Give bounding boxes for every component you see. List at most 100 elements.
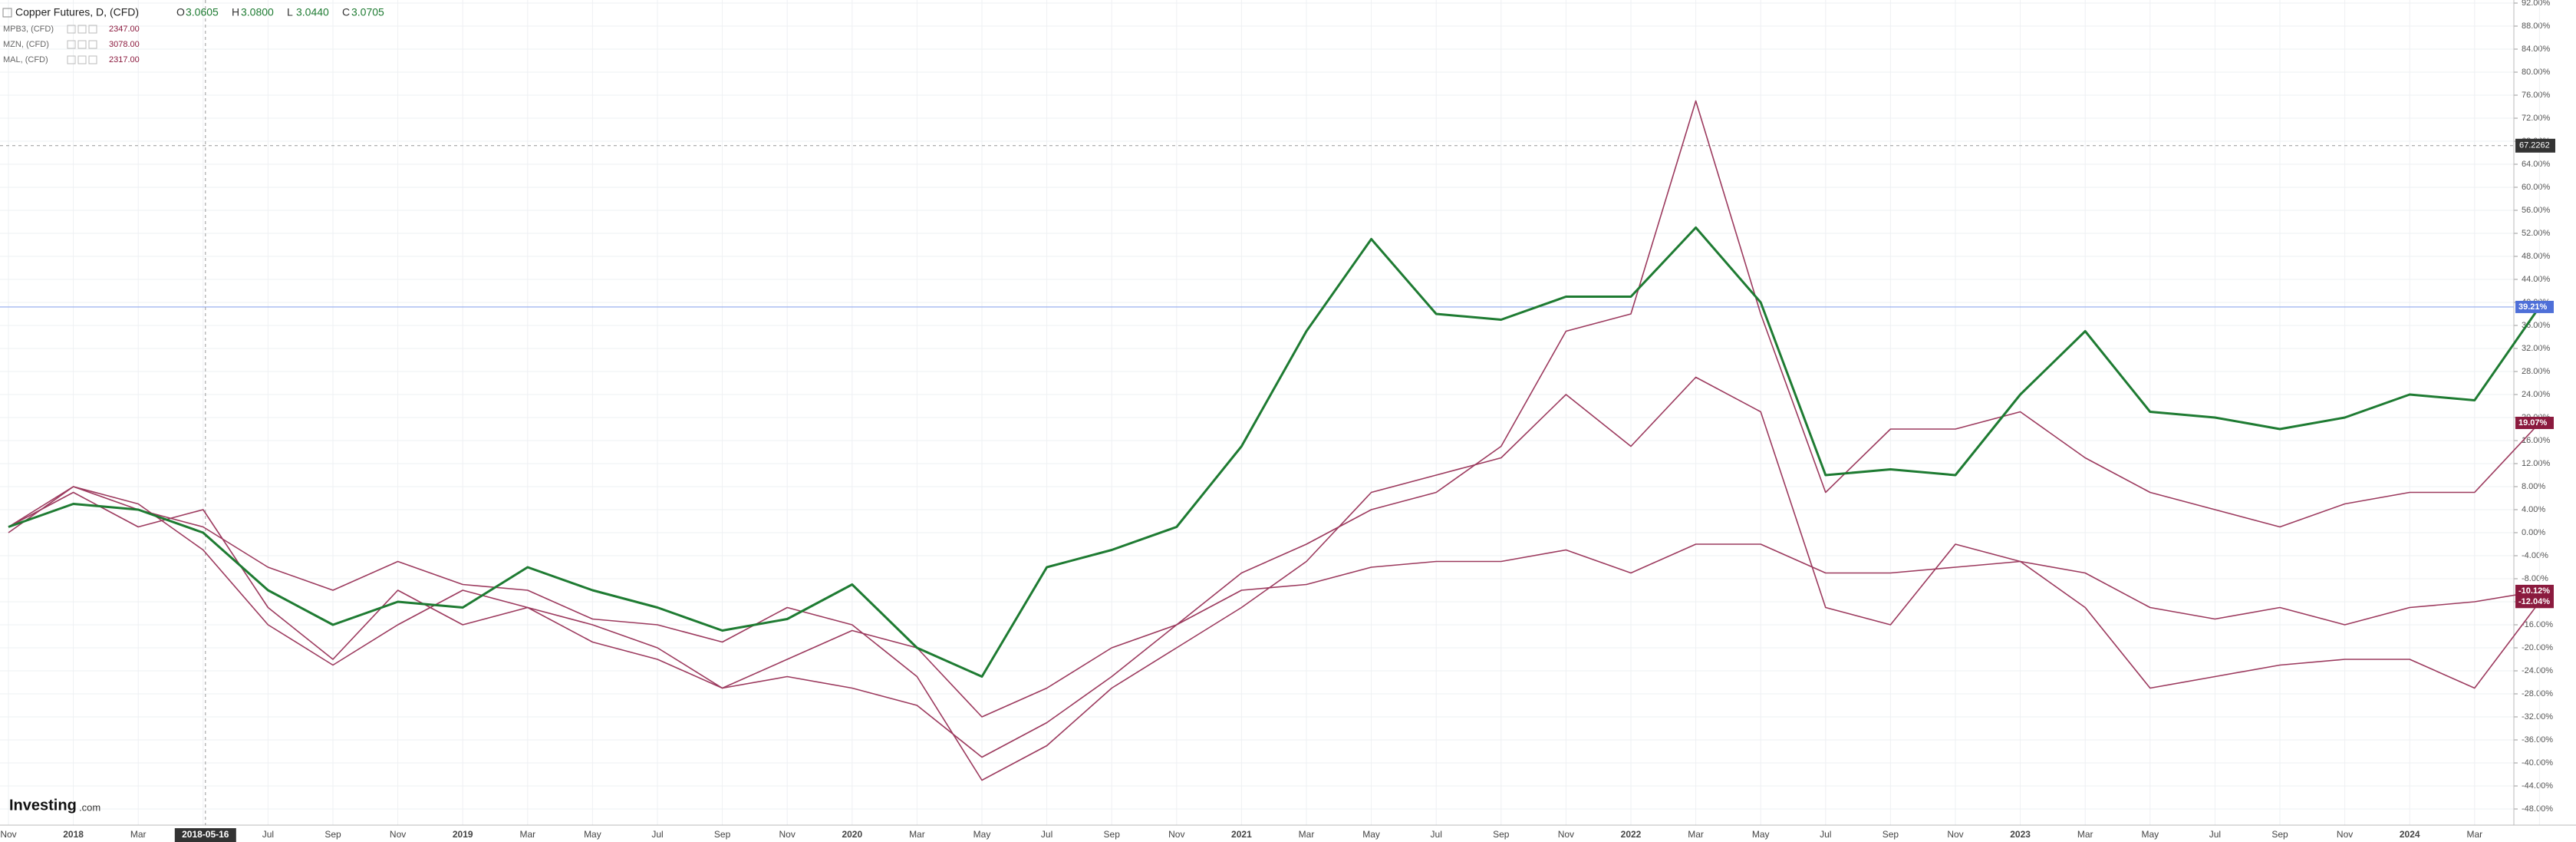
x-tick-label: Mar [2077,829,2093,840]
legend-name: MZN, (CFD) [3,40,49,49]
y-tick-label: 92.00% [2522,0,2551,8]
y-tick-label: 16.00% [2522,436,2551,445]
legend-icon [88,55,97,64]
y-tick-label: 48.00% [2522,252,2551,261]
x-tick-label: May [2141,829,2159,840]
x-tick-label: Nov [390,829,406,840]
ohlc-key: L [287,6,293,18]
y-tick-label: -40.00% [2522,758,2553,768]
y-tick-label: -28.00% [2522,689,2553,698]
y-tick-label: 4.00% [2522,505,2545,514]
x-tick-label: Mar [1688,829,1704,840]
legend-icon [77,55,87,64]
y-tick-label: 28.00% [2522,367,2551,376]
legend-value: 2347.00 [109,25,140,34]
x-tick-label: 2018 [63,829,84,840]
y-tick-label: 80.00% [2522,68,2551,77]
ohlc-key: H [232,6,239,18]
x-tick-label: Sep [1493,829,1510,840]
x-tick-label: Sep [1883,829,1899,840]
series-line [8,100,2540,758]
y-tick-label: 8.00% [2522,482,2545,491]
x-tick-label: Nov [0,829,16,840]
logo-main: Investing [9,797,77,814]
x-tick-label: Jul [1041,829,1052,840]
y-tick-label: 60.00% [2522,183,2551,192]
title: Copper Futures, D, (CFD) [15,6,139,18]
end-label: 39.21% [2518,302,2548,312]
x-tick-label: Mar [130,829,147,840]
x-tick-label: Mar [519,829,535,840]
end-label-box [2515,596,2554,609]
y-tick-label: -36.00% [2522,735,2553,745]
legend-icon [77,25,87,34]
x-tick-label: 2022 [1621,829,1642,840]
y-tick-label: -44.00% [2522,781,2553,791]
end-label: -12.04% [2518,597,2550,606]
x-tick-label: Nov [779,829,796,840]
y-tick-label: -32.00% [2522,712,2553,721]
y-tick-label: 12.00% [2522,459,2551,468]
x-tick-label: 2021 [1231,829,1252,840]
y-tick-label: 84.00% [2522,45,2551,54]
y-tick-label: -8.00% [2522,574,2548,583]
x-tick-label: Sep [2271,829,2288,840]
x-tick-label: Jul [1431,829,1442,840]
legend-icon [88,25,97,34]
y-tick-label: 64.00% [2522,160,2551,169]
ohlc-value: 3.0705 [351,6,384,18]
y-tick-label: 72.00% [2522,114,2551,123]
x-tick-label: Nov [1168,829,1184,840]
y-tick-label: 88.00% [2522,21,2551,31]
legend-icon [88,40,97,49]
x-tick-label: Jul [262,829,274,840]
crosshair-y-label: 67.2262 [2519,141,2550,150]
y-tick-label: 24.00% [2522,390,2551,399]
x-tick-label: Sep [714,829,731,840]
x-tick-label: May [1752,829,1770,840]
y-tick-label: 32.00% [2522,344,2551,353]
crosshair-y-box [2515,138,2555,153]
x-tick-label: May [1362,829,1380,840]
end-label-box [2515,584,2554,597]
x-tick-label: 2019 [453,829,473,840]
collapse-icon [2,8,12,18]
y-tick-label: -24.00% [2522,666,2553,675]
x-tick-label: Nov [2337,829,2353,840]
x-tick-label: 2023 [2010,829,2031,840]
y-tick-label: -48.00% [2522,804,2553,814]
y-tick-label: 56.00% [2522,206,2551,215]
y-tick-label: 76.00% [2522,91,2551,100]
end-label: 19.07% [2518,418,2548,428]
y-tick-label: 52.00% [2522,229,2551,238]
ohlc-key: C [342,6,350,18]
end-label: -10.12% [2518,586,2550,596]
crosshair-x-box [174,828,236,842]
legend-icon [67,55,76,64]
y-tick-label: -4.00% [2522,551,2548,560]
x-tick-label: May [973,829,991,840]
x-tick-label: 2020 [842,829,862,840]
y-tick-label: 44.00% [2522,275,2551,284]
ohlc-value: 3.0605 [186,6,219,18]
x-tick-label: Nov [1558,829,1574,840]
series-line [8,226,2541,678]
logo-suffix: .com [79,801,100,813]
end-label-box [2515,416,2554,429]
x-tick-label: May [584,829,601,840]
ohlc-value: 3.0800 [241,6,274,18]
ohlc-value: 3.0440 [296,6,329,18]
legend-icon [67,40,76,49]
x-tick-label: Mar [2466,829,2482,840]
x-tick-label: Mar [1299,829,1315,840]
x-tick-label: Nov [1947,829,1963,840]
y-tick-label: 0.00% [2522,528,2545,537]
x-tick-label: Sep [1104,829,1121,840]
legend-name: MPB3, (CFD) [3,25,54,34]
x-tick-label: Jul [2209,829,2221,840]
y-tick-label: -16.00% [2522,620,2553,629]
end-label-box [2515,300,2554,313]
x-tick-label: Jul [651,829,663,840]
